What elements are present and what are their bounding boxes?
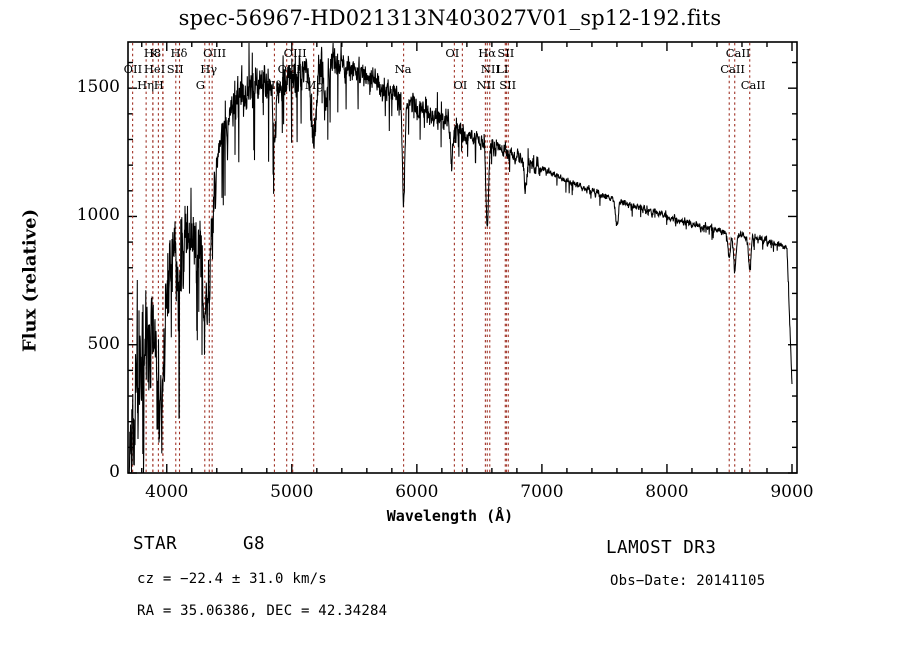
footer-obs-date: Obs−Date: 20141105 xyxy=(610,573,766,589)
x-tick-label: 5000 xyxy=(270,482,314,502)
footer-object-class: STAR xyxy=(133,534,178,554)
x-tick-label: 4000 xyxy=(145,482,189,502)
spectral-line-label: Na xyxy=(394,62,412,76)
spectral-line-label: NII xyxy=(476,78,496,92)
y-axis-label: Flux (relative) xyxy=(19,208,41,353)
page-title: spec-56967-HD021313N403027V01_sp12-192.f… xyxy=(178,6,722,30)
x-tick-label: 6000 xyxy=(395,482,439,502)
spectral-line-label: H8 xyxy=(143,46,162,60)
spectral-line-label: OI xyxy=(445,46,460,60)
spectral-line-label: Hδ xyxy=(170,46,188,60)
spectral-line-label: OIII xyxy=(277,62,301,76)
spectral-line-label: OIII xyxy=(283,46,307,60)
footer-coordinates: RA = 35.06386, DEC = 42.34284 xyxy=(137,603,388,619)
spectral-line-label: HeI xyxy=(143,62,166,76)
spectral-line-label: SII xyxy=(166,62,184,76)
footer-spectral-type: G8 xyxy=(243,534,266,554)
spectral-line-label: OI xyxy=(453,78,468,92)
spectral-line-label: Hγ xyxy=(200,62,218,76)
spectral-line-label: Hα xyxy=(478,46,497,60)
spectral-line-label: CaII xyxy=(725,46,751,60)
spectral-line-label: SII xyxy=(499,78,517,92)
spectral-line-label: H xyxy=(153,78,164,92)
spectral-line-label: OII xyxy=(123,62,143,76)
x-axis-label: Wavelength (Å) xyxy=(386,507,514,525)
y-tick-label: 1500 xyxy=(76,77,120,98)
spectral-line-label: Hη xyxy=(137,78,155,92)
footer-redshift-velocity: cz = −22.4 ± 31.0 km/s xyxy=(137,571,327,587)
spectral-line-label: G xyxy=(195,78,205,92)
spectral-line-label: LI xyxy=(496,62,509,76)
y-tick-label: 1000 xyxy=(76,205,120,226)
x-tick-label: 7000 xyxy=(520,482,564,502)
spectral-line-label: NII xyxy=(480,62,500,76)
x-tick-label: 8000 xyxy=(645,482,689,502)
x-tick-label: 9000 xyxy=(770,482,814,502)
spectral-line-label: CaII xyxy=(740,78,766,92)
spectral-line-label: K xyxy=(149,46,158,60)
footer-survey: LAMOST DR3 xyxy=(606,538,717,558)
y-tick-label: 0 xyxy=(109,462,120,482)
spectral-line-label: CaII xyxy=(720,62,745,76)
spectral-line-label: Mg xyxy=(304,78,324,92)
spectral-line-label: SII xyxy=(497,46,515,60)
spectral-line-label: OIII xyxy=(203,46,227,60)
spectral-line-label: Hβ xyxy=(265,78,283,92)
y-tick-label: 500 xyxy=(87,333,120,354)
